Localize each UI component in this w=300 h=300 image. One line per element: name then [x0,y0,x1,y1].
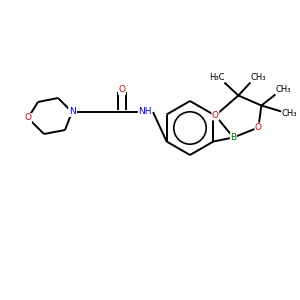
Text: CH₃: CH₃ [250,73,266,82]
Text: O: O [212,111,219,120]
Text: O: O [255,123,262,132]
Text: N: N [69,107,75,116]
Text: CH₃: CH₃ [282,109,297,118]
Text: NH: NH [138,107,152,116]
Text: H₃C: H₃C [208,73,224,82]
Text: O: O [25,113,32,122]
Text: CH₃: CH₃ [276,85,291,94]
Text: O: O [118,85,125,94]
Text: B: B [230,133,236,142]
